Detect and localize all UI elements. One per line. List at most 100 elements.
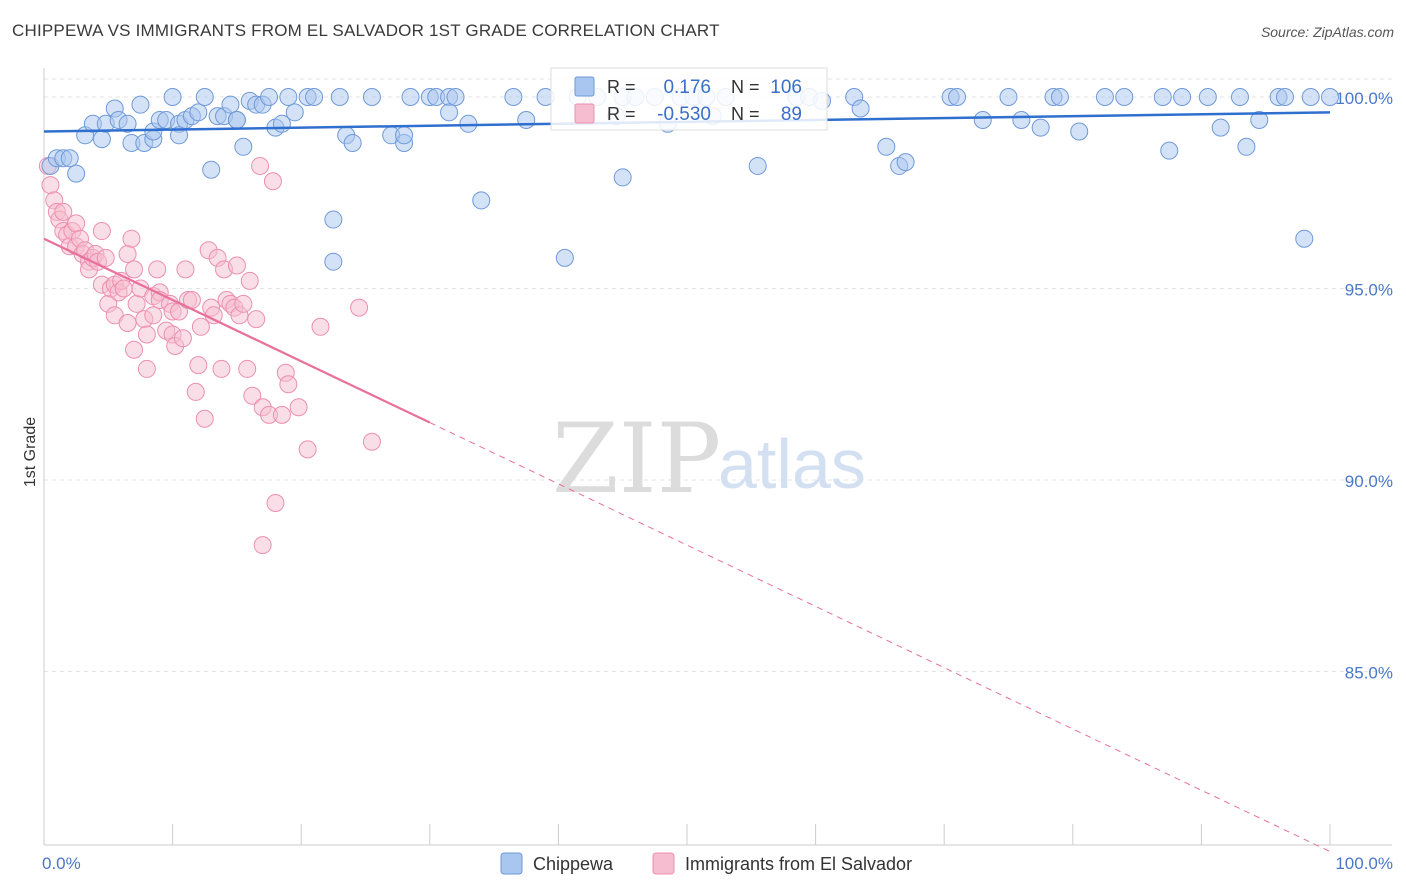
point-chippewa [1250,110,1269,129]
legend-swatch-immigrants [652,852,675,875]
point-chippewa [202,160,221,179]
point-chippewa [1012,110,1031,129]
point-immigrants [362,432,381,451]
stats-n-value-chippewa: 106 [770,77,802,98]
point-immigrants [186,382,205,401]
legend-swatch-chippewa [500,852,523,875]
point-chippewa [401,88,420,106]
point-chippewa [1275,88,1294,106]
point-chippewa [999,88,1018,106]
point-chippewa [1295,229,1314,248]
point-immigrants [247,310,266,329]
axes [43,68,1392,846]
point-chippewa [1070,122,1089,141]
legend-label-immigrants: Immigrants from El Salvador [685,854,912,874]
point-immigrants [234,294,253,313]
point-chippewa [1198,88,1217,106]
point-immigrants [41,176,60,195]
trend-line-immigrants [43,237,431,424]
x-tick-labels: 0.0% 100.0% [42,854,1393,873]
point-chippewa [163,88,182,106]
point-chippewa [1301,88,1320,106]
point-chippewa [118,114,137,133]
point-chippewa [851,99,870,118]
point-immigrants [137,325,156,344]
point-chippewa [60,149,79,168]
stats-swatch-chippewa [574,76,595,97]
point-immigrants [125,340,144,359]
point-immigrants [54,202,73,221]
point-chippewa [1160,141,1179,160]
point-chippewa [748,156,767,175]
point-chippewa [1031,118,1050,137]
point-chippewa [973,110,992,129]
point-chippewa [1237,137,1256,156]
point-immigrants [67,214,86,233]
point-chippewa [279,88,298,106]
point-immigrants [298,440,317,459]
point-chippewa [343,133,362,152]
point-chippewa [613,168,632,187]
point-immigrants [289,398,308,417]
point-immigrants [92,222,111,241]
point-immigrants [127,294,146,313]
point-chippewa [170,126,189,145]
stats-box-frame [550,67,828,131]
point-immigrants [118,245,137,264]
point-immigrants [114,279,133,298]
point-immigrants [191,317,210,336]
point-chippewa [67,164,86,183]
point-immigrants [227,256,246,275]
stats-r-value-immigrants: -0.530 [657,104,711,125]
point-chippewa [324,252,343,271]
point-chippewa [189,103,208,122]
y-axis-title: 1st Grade [22,417,39,487]
series-immigrants-points [38,156,381,555]
point-immigrants [144,306,163,325]
point-immigrants [279,375,298,394]
point-chippewa [877,137,896,156]
point-chippewa [459,114,478,133]
point-chippewa [285,103,304,122]
point-chippewa [517,110,536,129]
point-immigrants [148,260,167,279]
point-immigrants [173,329,192,348]
point-chippewa [1095,88,1114,106]
point-immigrants [251,156,270,175]
point-immigrants [243,386,262,405]
point-chippewa [227,110,246,129]
point-chippewa [555,248,574,267]
point-immigrants [122,229,141,248]
point-chippewa [330,88,349,106]
point-chippewa [948,88,967,106]
point-immigrants [240,271,259,290]
point-immigrants [118,313,137,332]
point-immigrants [176,260,195,279]
point-chippewa [504,88,523,106]
x-tick-label-min: 0.0% [42,854,81,873]
point-chippewa [1050,88,1069,106]
point-chippewa [472,191,491,210]
watermark-zip: ZIP [552,403,721,515]
y-tick-label: 100.0% [1335,89,1393,108]
point-immigrants [266,493,285,512]
y-tick-label: 90.0% [1345,472,1393,491]
watermark-atlas: atlas [718,425,866,503]
point-chippewa [896,153,915,172]
point-immigrants [96,248,115,267]
point-immigrants [311,317,330,336]
point-chippewa [195,88,214,106]
y-tick-labels: 85.0% 90.0% 95.0% 100.0% [1335,89,1393,683]
point-chippewa [324,210,343,229]
point-chippewa [446,88,465,106]
point-chippewa [1173,88,1192,106]
point-chippewa [395,126,414,145]
point-chippewa [305,88,324,106]
point-chippewa [362,88,381,106]
source-credit: Source: ZipAtlas.com [1260,24,1394,40]
legend: Chippewa Immigrants from El Salvador [500,852,912,875]
point-chippewa [1321,88,1339,106]
y-tick-label: 85.0% [1345,664,1393,683]
point-chippewa [1230,88,1249,106]
